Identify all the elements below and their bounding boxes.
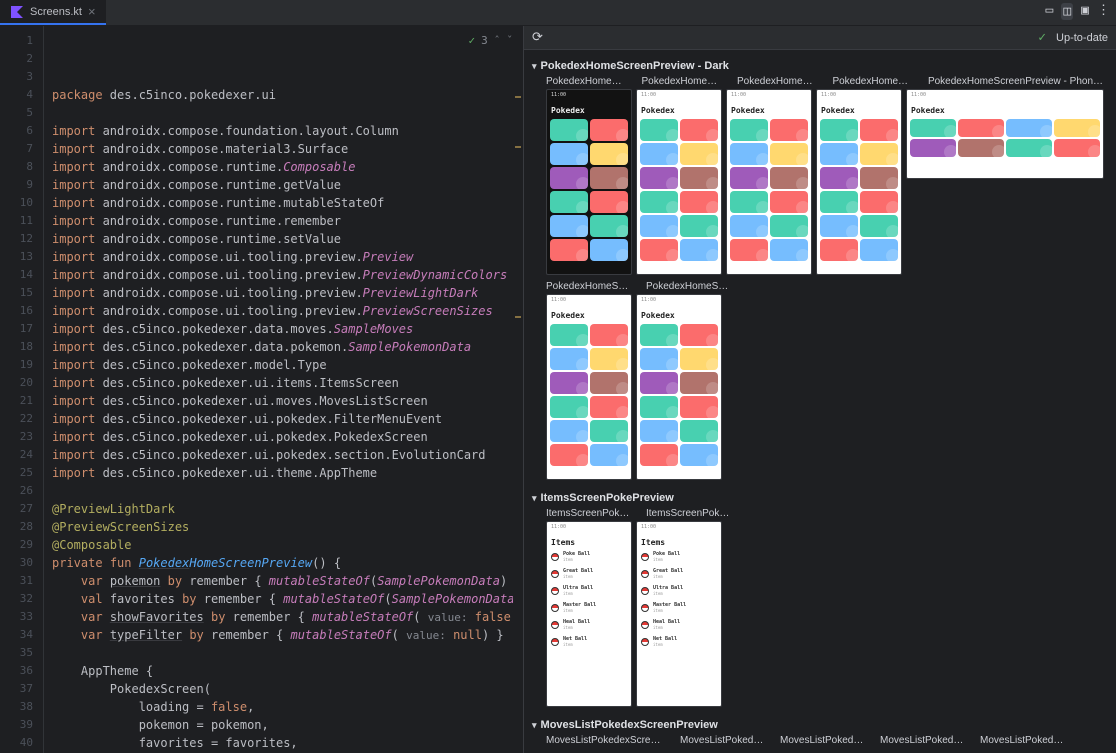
refresh-icon[interactable]: ⟳: [532, 30, 543, 45]
compose-preview-pane: ⟳ ✓ Up-to-date ▾ PokedexHomeScreenPrevie…: [524, 26, 1116, 753]
preview-group: ▾ MovesListPokedexScreenPreview MovesLis…: [532, 715, 1108, 746]
more-icon[interactable]: ⋮: [1097, 3, 1110, 20]
status-label: Up-to-date: [1056, 32, 1108, 44]
preview-thumbnail[interactable]: 11:00 Pokedex: [816, 89, 902, 275]
preview-thumbnail[interactable]: 11:00 Items Poke BallitemGreat BallitemU…: [636, 521, 722, 707]
preview-group: ▾ PokedexHomeScreenPreview - Dark Pokede…: [532, 56, 1108, 480]
code-area[interactable]: ✓ 3 ˆ ˇ package des.c5inco.pokedexer.uii…: [44, 26, 523, 753]
tab-bar: Screens.kt × ▭ ◫ ▣ ⋮: [0, 0, 1116, 26]
preview-labels-row: ItemsScreenPokePrevi… ItemsScreenPokePre…: [532, 508, 1108, 519]
chevron-down-icon[interactable]: ˇ: [506, 32, 513, 50]
preview-labels-row: MovesListPokedexScreenPreview MovesListP…: [532, 735, 1108, 746]
code-only-icon[interactable]: ▭: [1046, 3, 1054, 20]
preview-thumbnail[interactable]: 11:00 Pokedex: [546, 294, 632, 480]
close-tab-icon[interactable]: ×: [88, 4, 96, 19]
preview-labels-row: PokedexHomeScreenP… PokedexHomeScreenP… …: [532, 76, 1108, 87]
chevron-down-icon: ▾: [532, 61, 537, 72]
chevron-down-icon: ▾: [532, 493, 537, 504]
split-view-icon[interactable]: ◫: [1061, 3, 1073, 20]
preview-labels-row: PokedexHomeScreenP… PokedexHomeScreenP…: [532, 281, 1108, 292]
preview-thumbnail[interactable]: 11:00 Pokedex: [636, 89, 722, 275]
chevron-up-icon[interactable]: ˆ: [494, 32, 501, 50]
kotlin-file-icon: [10, 5, 24, 19]
editor-scrollbar[interactable]: [513, 26, 523, 753]
group-header[interactable]: ▾ MovesListPokedexScreenPreview: [532, 715, 1108, 735]
preview-group: ▾ ItemsScreenPokePreview ItemsScreenPoke…: [532, 488, 1108, 707]
chevron-down-icon: ▾: [532, 720, 537, 731]
view-mode-icons: ▭ ◫ ▣ ⋮: [1046, 3, 1110, 20]
check-icon: ✓: [469, 32, 476, 50]
file-tab[interactable]: Screens.kt ×: [0, 0, 106, 25]
group-header[interactable]: ▾ PokedexHomeScreenPreview - Dark: [532, 56, 1108, 76]
tab-filename: Screens.kt: [30, 6, 82, 18]
status-check-icon: ✓: [1038, 30, 1046, 45]
design-only-icon[interactable]: ▣: [1081, 3, 1089, 20]
thumbnail-row: 11:00 Items Poke BallitemGreat BallitemU…: [532, 521, 1108, 707]
preview-toolbar: ⟳ ✓ Up-to-date: [524, 26, 1116, 50]
inspection-indicator[interactable]: ✓ 3 ˆ ˇ: [469, 32, 514, 50]
line-gutter: 1234567891011121314151617181920212223242…: [0, 26, 44, 753]
preview-thumbnail[interactable]: 11:00 Pokedex: [906, 89, 1104, 179]
preview-thumbnail[interactable]: 11:00 Items Poke BallitemGreat BallitemU…: [546, 521, 632, 707]
thumbnail-row: 11:00 Pokedex 11:00 Pokedex 11:00 Pokede…: [532, 89, 1108, 275]
editor-pane: 1234567891011121314151617181920212223242…: [0, 26, 524, 753]
preview-thumbnail[interactable]: 11:00 Pokedex: [546, 89, 632, 275]
thumbnail-row: 11:00 Pokedex 11:00 Pokedex: [532, 294, 1108, 480]
group-header[interactable]: ▾ ItemsScreenPokePreview: [532, 488, 1108, 508]
preview-thumbnail[interactable]: 11:00 Pokedex: [726, 89, 812, 275]
preview-scroll[interactable]: ▾ PokedexHomeScreenPreview - Dark Pokede…: [524, 50, 1116, 753]
preview-thumbnail[interactable]: 11:00 Pokedex: [636, 294, 722, 480]
